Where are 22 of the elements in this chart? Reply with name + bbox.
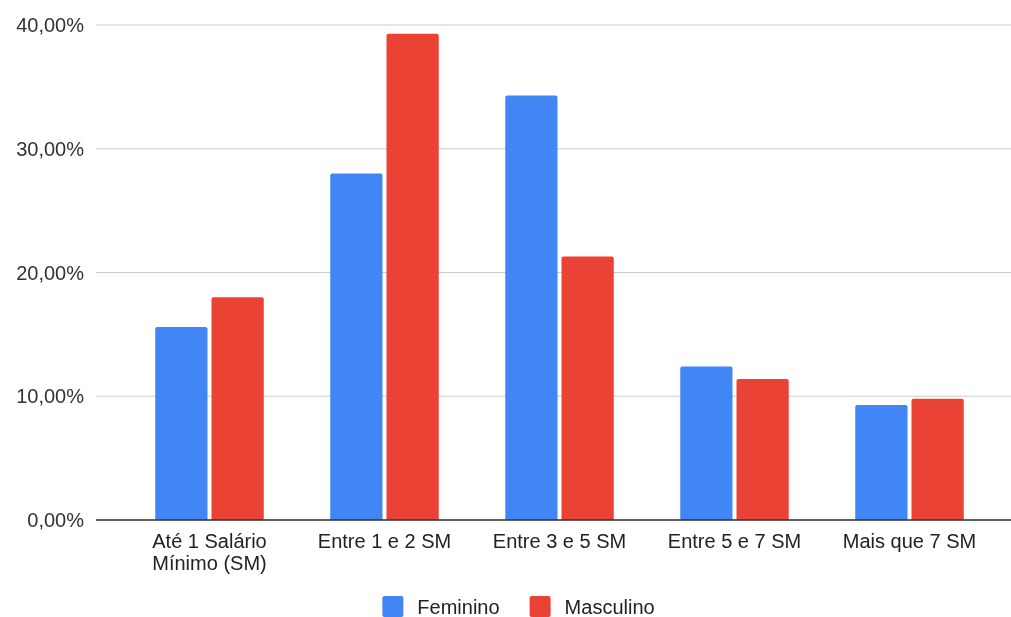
bar bbox=[855, 404, 908, 520]
y-tick-label: 10,00% bbox=[16, 385, 85, 408]
x-tick-label: Entre 5 e 7 SM bbox=[667, 530, 802, 552]
x-tick-label: Entre 3 e 5 SM bbox=[492, 530, 627, 552]
x-tick-label: Entre 1 e 2 SM bbox=[317, 530, 452, 552]
bar bbox=[211, 297, 264, 520]
bar bbox=[911, 398, 964, 520]
y-tick-label: 20,00% bbox=[16, 261, 85, 284]
legend-label: Masculino bbox=[564, 595, 655, 617]
bar bbox=[155, 326, 208, 520]
legend-label: Feminino bbox=[417, 595, 500, 617]
bar bbox=[736, 378, 789, 520]
y-tick-label: 0,00% bbox=[27, 509, 85, 531]
bar bbox=[505, 95, 558, 520]
y-tick-label: 30,00% bbox=[16, 137, 85, 160]
y-tick-label: 40,00% bbox=[16, 14, 85, 36]
x-tick-label: Mais que 7 SM bbox=[842, 530, 977, 552]
x-tick-label: Até 1 Salário Mínimo (SM) bbox=[152, 530, 267, 574]
bar bbox=[386, 33, 439, 520]
bar bbox=[561, 256, 614, 520]
bar bbox=[330, 173, 383, 520]
bar bbox=[680, 366, 733, 520]
